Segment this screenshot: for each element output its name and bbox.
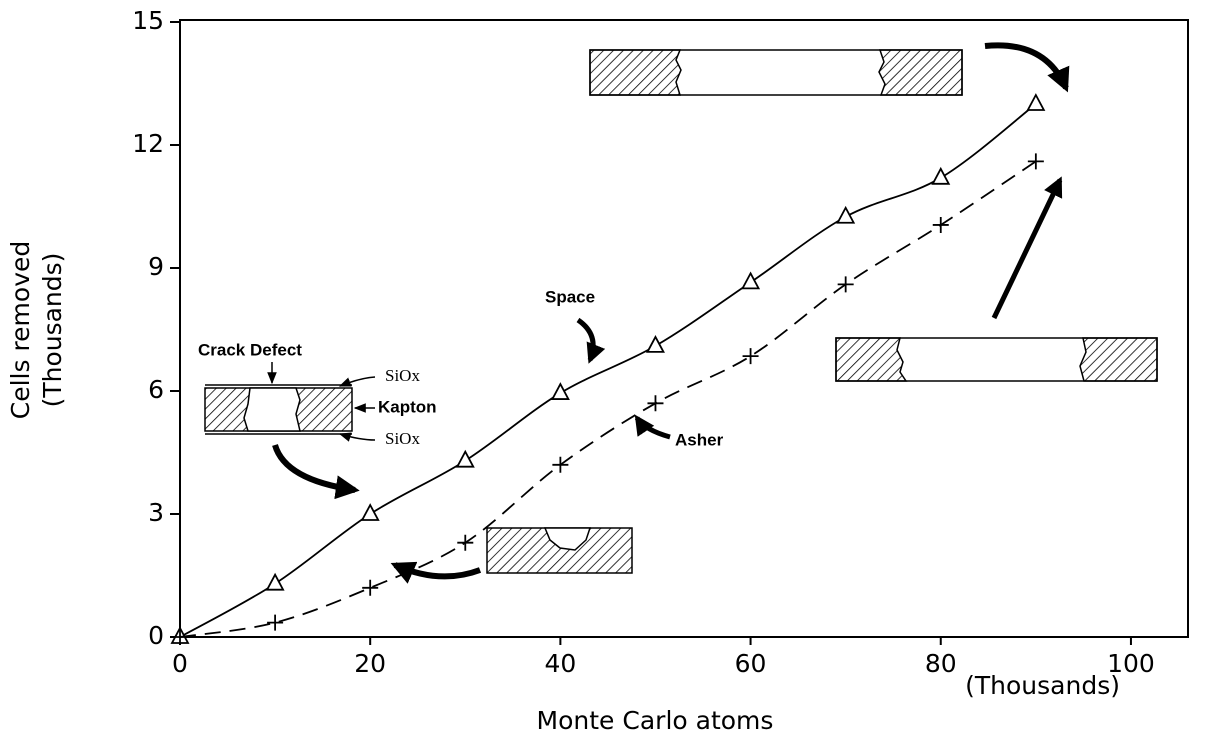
series-label: Asher bbox=[675, 430, 724, 449]
y-tick-label: 0 bbox=[148, 621, 164, 650]
series-label: Space bbox=[545, 287, 595, 306]
y-tick-label: 6 bbox=[148, 375, 164, 404]
diagram-left bbox=[205, 385, 352, 434]
x-tick-label: 40 bbox=[544, 649, 576, 678]
x-axis-title: Monte Carlo atoms bbox=[537, 706, 774, 735]
y-tick-label: 15 bbox=[132, 6, 164, 35]
marker bbox=[362, 580, 378, 596]
chart: (Thousands) Monte Carlo atoms Cells remo… bbox=[0, 0, 1211, 738]
marker bbox=[552, 457, 568, 473]
annotation: Kapton bbox=[378, 397, 437, 416]
x-unit: (Thousands) bbox=[965, 671, 1120, 700]
marker bbox=[838, 276, 854, 292]
marker bbox=[552, 384, 568, 399]
diagram-top bbox=[590, 50, 962, 95]
marker bbox=[457, 452, 473, 467]
x-tick-label: 20 bbox=[354, 649, 386, 678]
marker bbox=[362, 505, 378, 520]
marker bbox=[267, 575, 283, 590]
marker bbox=[933, 169, 949, 184]
x-tick-label: 0 bbox=[172, 649, 188, 678]
annotation: SiOx bbox=[385, 366, 420, 385]
y-tick-label: 3 bbox=[148, 498, 164, 527]
annotation: Crack Defect bbox=[198, 340, 302, 359]
x-tick-label: 80 bbox=[925, 649, 957, 678]
y-axis-title: Cells removed bbox=[6, 241, 35, 420]
y-tick-label: 9 bbox=[148, 252, 164, 281]
marker bbox=[743, 273, 759, 288]
x-tick-label: 60 bbox=[735, 649, 767, 678]
annotation-arrows bbox=[272, 45, 1066, 576]
diagram-bottom bbox=[487, 528, 632, 573]
marker bbox=[838, 208, 854, 223]
y-tick-label: 12 bbox=[132, 129, 164, 158]
marker bbox=[647, 337, 663, 352]
marker bbox=[267, 615, 283, 631]
marker bbox=[933, 217, 949, 233]
marker bbox=[1028, 153, 1044, 169]
x-tick-label: 100 bbox=[1107, 649, 1155, 678]
marker bbox=[743, 348, 759, 364]
annotation: SiOx bbox=[385, 429, 420, 448]
marker bbox=[1028, 95, 1044, 110]
diagram-right bbox=[836, 338, 1157, 381]
y-unit: (Thousands) bbox=[38, 253, 67, 408]
marker bbox=[457, 535, 473, 551]
marker bbox=[647, 395, 663, 411]
